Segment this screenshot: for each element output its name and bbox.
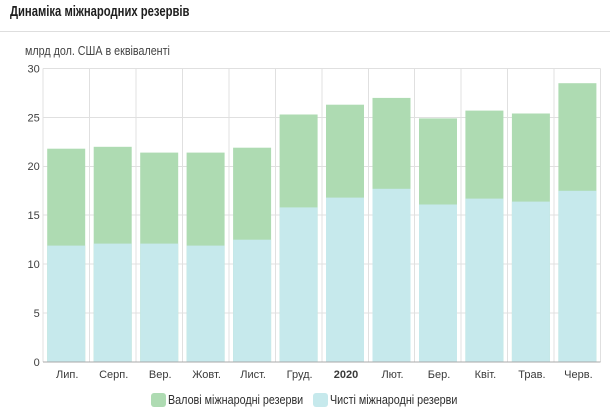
svg-text:Трав.: Трав.: [518, 369, 545, 381]
svg-text:25: 25: [28, 112, 40, 124]
svg-text:Бер.: Бер.: [428, 369, 451, 381]
svg-text:Черв.: Черв.: [564, 369, 592, 381]
svg-text:20: 20: [28, 161, 40, 173]
svg-text:Серп.: Серп.: [99, 369, 128, 381]
svg-text:0: 0: [34, 357, 40, 369]
svg-text:Вер.: Вер.: [149, 369, 172, 381]
svg-text:Лист.: Лист.: [240, 369, 266, 381]
svg-text:Жовт.: Жовт.: [192, 369, 221, 381]
svg-text:Квіт.: Квіт.: [475, 369, 497, 381]
svg-text:15: 15: [28, 210, 40, 222]
svg-text:Лип.: Лип.: [56, 369, 78, 381]
svg-text:2020: 2020: [334, 369, 358, 381]
svg-text:Груд.: Груд.: [287, 369, 313, 381]
svg-text:30: 30: [28, 63, 40, 75]
svg-text:5: 5: [34, 308, 40, 320]
svg-text:Лют.: Лют.: [381, 369, 403, 381]
svg-text:10: 10: [28, 259, 40, 271]
